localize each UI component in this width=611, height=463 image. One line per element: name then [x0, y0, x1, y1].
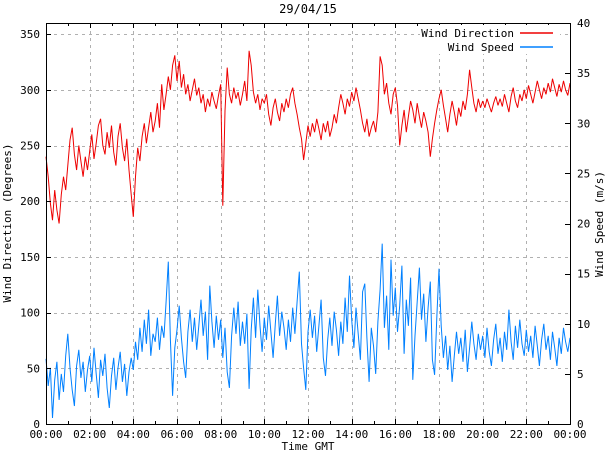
x-axis-label: Time GMT	[282, 440, 335, 453]
data-series	[45, 50, 571, 419]
y2-tick-label: 15	[577, 268, 590, 281]
y2-tick-label: 30	[577, 117, 590, 130]
y2-tick-label: 5	[577, 368, 584, 381]
tick-labels: 00:00 02:00 04:00 06:00 08:00 10:00 12:00 14:00…	[20, 17, 590, 441]
legend-background	[420, 25, 560, 54]
wind-speed-line	[45, 243, 571, 419]
x-tick-label: 08:00	[204, 428, 237, 441]
y2-tick-label: 10	[577, 318, 590, 331]
y2-tick-label: 25	[577, 167, 590, 180]
legend-label-wind-direction: Wind Direction	[421, 27, 514, 40]
wind-direction-line	[45, 50, 571, 224]
legend-label-wind-speed: Wind Speed	[448, 41, 514, 54]
y2-tick-label: 40	[577, 17, 590, 30]
x-tick-label: 18:00	[422, 428, 455, 441]
y1-tick-label: 50	[27, 362, 40, 375]
y2-axis-label: Wind Speed (m/s)	[593, 171, 606, 277]
y1-tick-label: 100	[20, 307, 40, 320]
x-tick-label: 06:00	[160, 428, 193, 441]
y1-tick-label: 350	[20, 28, 40, 41]
y1-tick-label: 0	[33, 418, 40, 431]
y1-tick-label: 300	[20, 84, 40, 97]
x-tick-label: 00:00	[29, 428, 62, 441]
x-tick-label: 10:00	[248, 428, 281, 441]
y2-tick-label: 20	[577, 218, 590, 231]
y1-tick-label: 150	[20, 251, 40, 264]
plot-border	[46, 23, 571, 425]
x-tick-label: 02:00	[73, 428, 106, 441]
x-tick-label: 00:00	[553, 428, 586, 441]
x-tick-label: 04:00	[117, 428, 150, 441]
legend: Wind Direction Wind Speed	[420, 25, 560, 54]
y2-tick-label: 35	[577, 67, 590, 80]
x-tick-label: 22:00	[510, 428, 543, 441]
y1-tick-label: 250	[20, 140, 40, 153]
y1-tick-label: 200	[20, 195, 40, 208]
x-tick-label: 14:00	[335, 428, 368, 441]
y2-tick-label: 0	[577, 418, 584, 431]
x-tick-label: 12:00	[291, 428, 324, 441]
y-axis-label: Wind Direction (Degrees)	[1, 144, 14, 303]
x-tick-label: 20:00	[466, 428, 499, 441]
chart-title: 29/04/15	[279, 2, 337, 16]
x-tick-label: 16:00	[379, 428, 412, 441]
